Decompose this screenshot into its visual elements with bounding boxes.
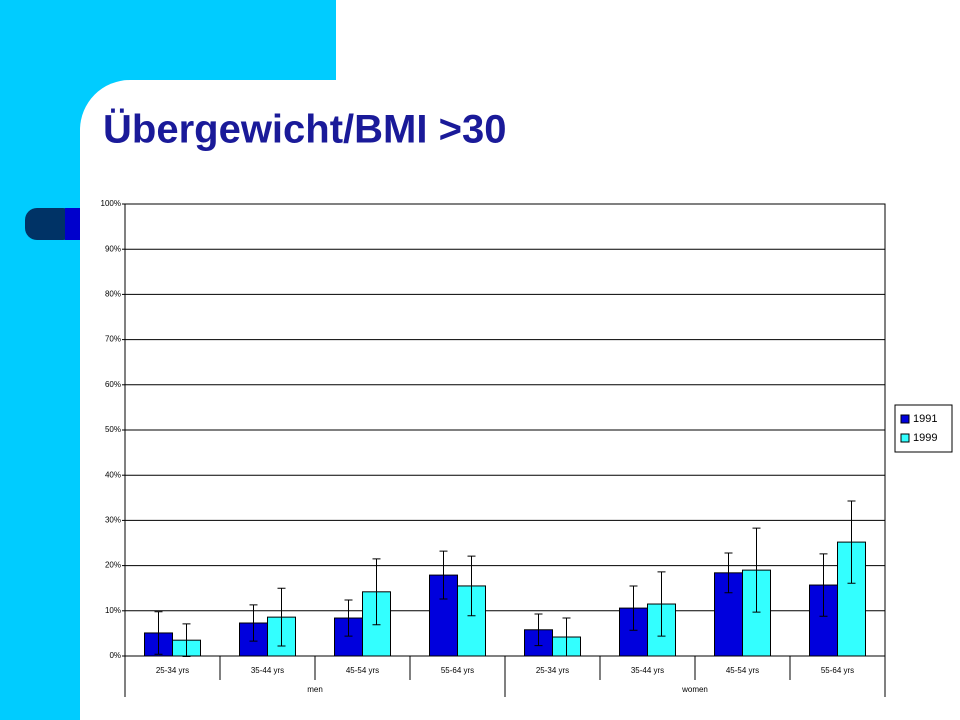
error-bar xyxy=(819,553,828,617)
corner-clear xyxy=(140,80,336,140)
y-tick-label: 40% xyxy=(105,470,121,479)
legend-swatch xyxy=(900,433,910,443)
y-tick-label: 30% xyxy=(105,516,121,525)
x-tick-label: 45-54 yrs xyxy=(726,666,759,675)
error-bar xyxy=(249,604,258,642)
bullet xyxy=(25,208,75,240)
x-tick-label: 55-64 yrs xyxy=(821,666,854,675)
legend-swatch xyxy=(900,414,910,424)
y-tick-label: 70% xyxy=(105,335,121,344)
corner-round xyxy=(80,80,140,140)
error-bar xyxy=(629,585,638,631)
error-bar xyxy=(344,599,353,637)
error-bar xyxy=(847,500,856,584)
y-tick-label: 20% xyxy=(105,561,121,570)
y-tick-label: 0% xyxy=(109,651,121,660)
legend-box xyxy=(894,404,953,453)
y-tick-label: 10% xyxy=(105,606,121,615)
legend-label: 1999 xyxy=(913,432,937,444)
error-bar xyxy=(534,613,543,647)
slide-title: Übergewicht/BMI >30 xyxy=(103,107,506,152)
legend-label: 1991 xyxy=(913,413,937,425)
bullet-square xyxy=(65,208,80,240)
error-bar xyxy=(277,587,286,647)
error-bar xyxy=(467,555,476,617)
y-tick-label: 50% xyxy=(105,425,121,434)
error-bar xyxy=(439,550,448,600)
x-tick-label: 55-64 yrs xyxy=(441,666,474,675)
error-bar xyxy=(724,552,733,594)
error-bar xyxy=(657,571,666,637)
y-tick-label: 100% xyxy=(101,199,121,208)
x-tick-label: 25-34 yrs xyxy=(156,666,189,675)
x-tick-label: 45-54 yrs xyxy=(346,666,379,675)
group-label: women xyxy=(681,685,708,694)
x-tick-label: 25-34 yrs xyxy=(536,666,569,675)
error-bar xyxy=(154,611,163,655)
x-tick-label: 35-44 yrs xyxy=(631,666,664,675)
group-label: men xyxy=(307,685,323,694)
x-tick-label: 35-44 yrs xyxy=(251,666,284,675)
y-tick-label: 60% xyxy=(105,380,121,389)
y-tick-label: 80% xyxy=(105,290,121,299)
y-tick-label: 90% xyxy=(105,244,121,253)
error-bar xyxy=(372,558,381,626)
error-bar xyxy=(752,527,761,613)
left-band xyxy=(0,0,80,720)
